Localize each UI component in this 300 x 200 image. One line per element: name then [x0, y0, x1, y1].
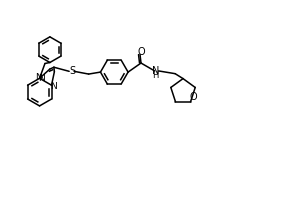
Text: N: N: [38, 74, 45, 83]
Text: O: O: [137, 47, 145, 57]
Text: H: H: [152, 71, 159, 80]
Text: O: O: [189, 92, 197, 102]
Text: S: S: [69, 66, 75, 76]
Text: N: N: [35, 73, 42, 82]
Text: N: N: [152, 66, 159, 76]
Text: N: N: [50, 82, 57, 91]
